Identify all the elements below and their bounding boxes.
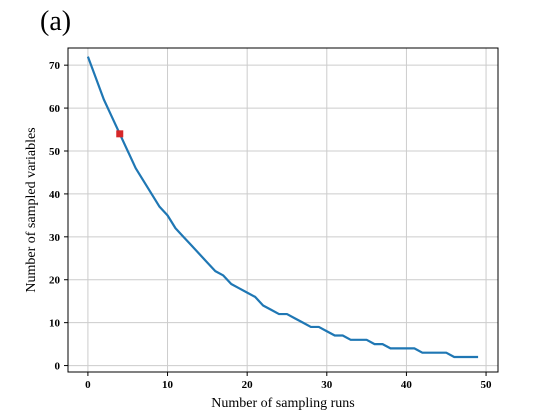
marker-layer [116, 130, 124, 138]
plot-frame [67, 47, 499, 373]
y-tick-label: 50 [49, 146, 61, 158]
line-layer [86, 56, 479, 359]
x-tick-label: 20 [242, 379, 254, 391]
y-axis-label: Number of sampled variables [24, 127, 39, 292]
y-tick-label: 0 [55, 361, 61, 373]
y-tick-label: 60 [49, 103, 61, 115]
panel-label: (a) [40, 6, 72, 37]
y-tick-label: 70 [49, 60, 61, 72]
highlight-marker [116, 130, 124, 138]
x-tick-label: 40 [401, 379, 413, 391]
x-tick-label: 0 [85, 379, 91, 391]
x-tick-label: 30 [321, 379, 333, 391]
grid-layer [68, 48, 498, 372]
y-tick-label: 20 [49, 275, 61, 287]
x-axis-label: Number of sampling runs [211, 396, 354, 411]
y-tick-label: 30 [49, 232, 61, 244]
ticks-layer: 0 10 20 30 40 50 0 10 20 30 40 50 60 70 [49, 60, 492, 391]
y-tick-label: 10 [49, 318, 61, 330]
x-tick-label: 10 [162, 379, 174, 391]
y-tick-label: 40 [49, 189, 61, 201]
series-line [86, 56, 479, 359]
x-tick-label: 50 [481, 379, 493, 391]
